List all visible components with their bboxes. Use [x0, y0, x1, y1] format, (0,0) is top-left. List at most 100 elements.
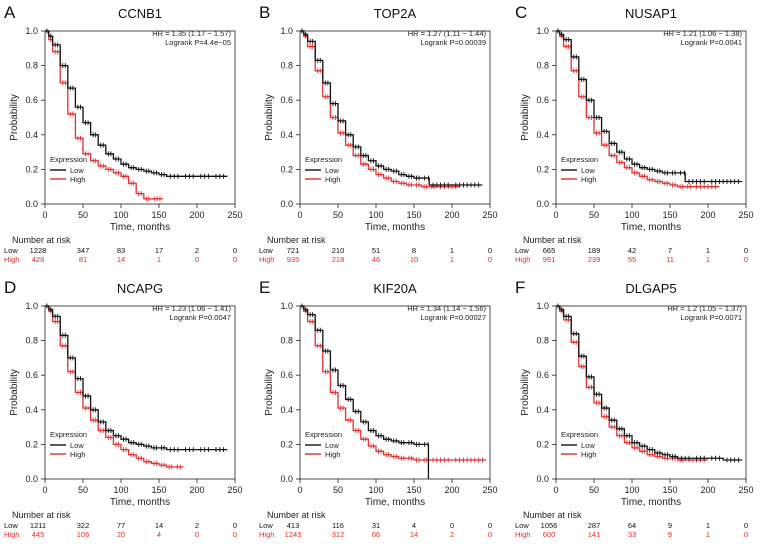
x-tick-label: 250	[482, 210, 497, 220]
y-tick-label: 0.8	[536, 336, 549, 346]
risk-count-high: 0	[195, 255, 199, 264]
risk-count-high: 1243	[285, 530, 302, 539]
risk-count-low: 1228	[30, 246, 47, 255]
plot-frame	[299, 30, 491, 205]
number-at-risk-title: Number at risk	[267, 235, 326, 245]
x-tick-label: 50	[78, 485, 88, 495]
y-tick-label: 1.0	[25, 26, 38, 36]
y-tick-label: 0.4	[536, 405, 549, 415]
y-axis-label: Probability	[9, 369, 20, 416]
x-tick-label: 100	[368, 210, 383, 220]
y-tick-label: 0.0	[280, 199, 293, 209]
number-at-risk-title: Number at risk	[523, 510, 582, 520]
survival-curve-high	[556, 305, 708, 461]
legend-label-low: Low	[325, 441, 339, 450]
y-tick-label: 0.2	[280, 164, 293, 174]
y-tick-label: 0.6	[25, 95, 38, 105]
panel-letter: A	[4, 3, 16, 22]
x-tick-label: 150	[662, 210, 677, 220]
risk-count-high: 1	[450, 255, 454, 264]
hazard-ratio-label: HR = 1.27 (1.11 − 1.44)	[408, 29, 487, 38]
risk-count-high: 239	[588, 255, 601, 264]
logrank-label: Logrank P=0.0047	[169, 313, 231, 322]
risk-count-low: 64	[628, 521, 636, 530]
y-tick-label: 1.0	[536, 26, 549, 36]
x-tick-label: 100	[368, 485, 383, 495]
risk-count-high: 935	[287, 255, 300, 264]
plot-frame	[44, 305, 236, 480]
risk-count-high: 0	[233, 255, 237, 264]
survival-curve-high	[45, 30, 163, 200]
risk-count-low: 0	[488, 521, 492, 530]
risk-count-low: 42	[628, 246, 636, 255]
legend-label-low: Low	[581, 441, 595, 450]
y-tick-label: 0.0	[25, 199, 38, 209]
risk-count-low: 665	[543, 246, 556, 255]
risk-count-low: 189	[588, 246, 601, 255]
y-tick-label: 0.8	[25, 61, 38, 71]
x-axis-label: Time, months	[621, 497, 681, 508]
x-tick-label: 50	[589, 210, 599, 220]
panel-letter: E	[259, 278, 270, 297]
survival-curve-high	[300, 30, 460, 188]
risk-count-high: 14	[410, 530, 418, 539]
legend-label-high: High	[325, 175, 340, 184]
risk-count-high: 2	[450, 530, 454, 539]
x-tick-label: 100	[113, 210, 128, 220]
panel-title: DLGAP5	[625, 281, 676, 296]
logrank-label: Logrank P=4.4e−05	[165, 38, 231, 47]
risk-count-high: 600	[543, 530, 556, 539]
risk-count-low: 0	[233, 246, 237, 255]
x-tick-label: 0	[553, 210, 558, 220]
y-tick-label: 0.4	[25, 130, 38, 140]
risk-count-low: 7	[668, 246, 672, 255]
y-tick-label: 0.8	[280, 336, 293, 346]
risk-count-low: 17	[155, 246, 163, 255]
legend-label-high: High	[581, 450, 596, 459]
y-tick-label: 0.2	[536, 164, 549, 174]
survival-curve-high	[300, 305, 487, 461]
risk-count-high: 312	[332, 530, 345, 539]
risk-count-low: 2	[195, 521, 199, 530]
y-tick-label: 0.0	[536, 474, 549, 484]
panel-letter: F	[515, 278, 525, 297]
x-tick-label: 200	[189, 485, 204, 495]
x-tick-label: 0	[297, 210, 302, 220]
hazard-ratio-label: HR = 1.21 (1.06 − 1.38)	[663, 29, 742, 38]
y-tick-label: 0.0	[280, 474, 293, 484]
risk-count-low: 1	[706, 521, 710, 530]
hazard-ratio-label: HR = 1.2 (1.05 − 1.37)	[667, 304, 742, 313]
risk-count-high: 141	[588, 530, 601, 539]
y-tick-label: 0.6	[280, 95, 293, 105]
x-tick-label: 50	[78, 210, 88, 220]
risk-count-high: 0	[488, 255, 492, 264]
risk-row-label-low: Low	[515, 521, 529, 530]
risk-count-high: 81	[79, 255, 87, 264]
risk-count-high: 20	[117, 530, 125, 539]
risk-count-low: 51	[372, 246, 380, 255]
y-tick-label: 0.8	[280, 61, 293, 71]
risk-count-low: 347	[77, 246, 90, 255]
x-tick-label: 150	[151, 485, 166, 495]
risk-count-high: 11	[666, 255, 674, 264]
y-tick-label: 0.2	[536, 439, 549, 449]
risk-count-high: 0	[488, 530, 492, 539]
risk-count-low: 210	[332, 246, 345, 255]
legend-title: Expression	[50, 155, 87, 164]
risk-count-high: 4	[157, 530, 161, 539]
risk-row-label-high: High	[4, 530, 19, 539]
x-axis-label: Time, months	[110, 222, 170, 233]
y-tick-label: 0.4	[280, 130, 293, 140]
legend-label-high: High	[70, 450, 85, 459]
y-axis-label: Probability	[9, 94, 20, 141]
plot-frame	[555, 305, 747, 480]
x-tick-label: 50	[589, 485, 599, 495]
x-tick-label: 200	[189, 210, 204, 220]
x-tick-label: 200	[444, 210, 459, 220]
x-axis-label: Time, months	[110, 497, 170, 508]
survival-curve-low	[45, 305, 228, 451]
risk-count-high: 10	[410, 255, 418, 264]
